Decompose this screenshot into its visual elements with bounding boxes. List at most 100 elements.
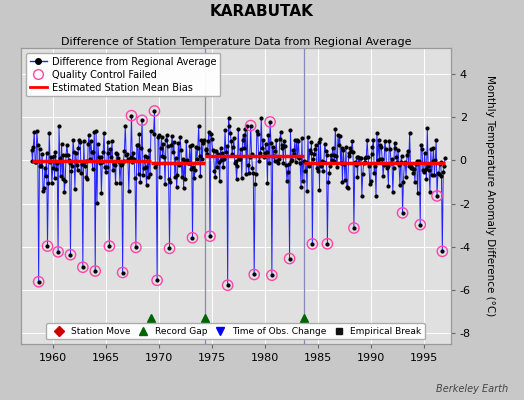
Point (36, 163, 45, 169)
Point (225, 123, 234, 129)
Point (195, 153, 204, 159)
Point (335, 141, 343, 148)
Point (149, 131, 158, 137)
Point (49, 164, 57, 171)
Point (292, 136, 301, 143)
Point (113, 150, 122, 157)
Point (205, 129, 213, 135)
Point (436, 159, 445, 165)
Point (279, 160, 288, 166)
Point (398, 210, 407, 216)
Point (398, 210, 407, 216)
Point (361, 154, 369, 161)
Point (358, 193, 366, 199)
Point (285, 161, 293, 167)
Point (118, 269, 127, 276)
Point (169, 149, 177, 155)
Point (181, 176, 190, 182)
Point (134, 171, 143, 177)
Point (272, 137, 280, 144)
Point (241, 145, 249, 151)
Point (132, 244, 140, 250)
Point (88, 149, 96, 155)
Point (291, 136, 299, 143)
Point (341, 177, 350, 184)
Point (107, 153, 115, 160)
Point (127, 112, 136, 119)
Point (38, 151, 46, 157)
Point (103, 139, 112, 146)
Point (277, 129, 285, 135)
Point (218, 150, 226, 156)
Point (328, 157, 336, 164)
Point (126, 154, 135, 160)
Point (161, 181, 169, 187)
Point (274, 160, 282, 166)
Point (324, 178, 332, 185)
Point (377, 144, 386, 150)
Point (291, 158, 300, 165)
Point (89, 149, 97, 155)
Point (255, 153, 263, 159)
Point (354, 154, 363, 160)
Point (352, 154, 361, 160)
Point (269, 152, 278, 159)
Point (62, 152, 70, 158)
Point (359, 160, 368, 166)
Point (256, 150, 265, 156)
Point (429, 158, 437, 164)
Point (320, 159, 328, 165)
Point (338, 179, 346, 185)
Point (85, 132, 93, 138)
Point (403, 151, 411, 158)
Point (91, 268, 100, 274)
Point (40, 185, 48, 191)
Point (429, 145, 438, 151)
Point (330, 158, 339, 164)
Point (417, 141, 425, 148)
Point (409, 170, 417, 176)
Point (57, 173, 65, 180)
Point (252, 170, 260, 177)
Point (58, 176, 67, 182)
Point (350, 225, 358, 231)
Point (330, 152, 338, 158)
Point (44, 180, 52, 186)
Point (325, 170, 333, 176)
Point (350, 225, 358, 231)
Point (48, 180, 56, 186)
Point (70, 149, 78, 156)
Point (242, 171, 250, 177)
Point (185, 160, 193, 166)
Point (398, 152, 406, 159)
Point (212, 148, 221, 154)
Point (63, 142, 71, 149)
Point (77, 170, 85, 176)
Point (426, 189, 434, 196)
Point (311, 146, 319, 152)
Point (243, 123, 252, 129)
Point (433, 193, 441, 199)
Point (232, 176, 241, 182)
Point (47, 154, 55, 160)
Point (206, 233, 214, 239)
Point (94, 141, 102, 147)
Point (155, 132, 163, 138)
Point (66, 252, 74, 258)
Point (189, 164, 198, 170)
Point (334, 132, 342, 138)
Point (158, 153, 167, 159)
Point (98, 159, 106, 165)
Point (282, 162, 290, 168)
Point (302, 158, 310, 165)
Point (222, 149, 230, 155)
Point (260, 150, 269, 156)
Point (298, 134, 306, 141)
Point (376, 142, 385, 148)
Point (43, 243, 52, 249)
Point (211, 173, 220, 180)
Title: Difference of Station Temperature Data from Regional Average: Difference of Station Temperature Data f… (61, 37, 411, 47)
Point (290, 150, 298, 157)
Point (271, 148, 280, 154)
Point (91, 268, 100, 274)
